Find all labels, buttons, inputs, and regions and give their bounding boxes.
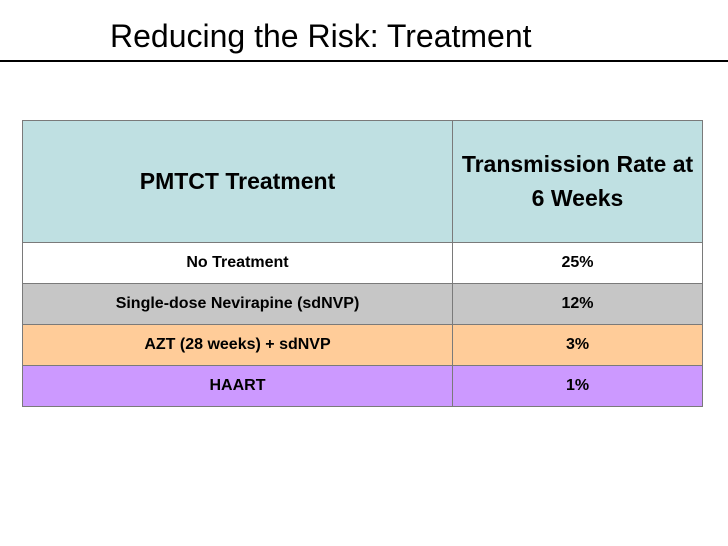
treatment-cell: HAART (22, 365, 453, 407)
treatment-cell: No Treatment (22, 242, 453, 284)
rate-cell: 1% (452, 365, 703, 407)
rate-cell: 12% (452, 283, 703, 325)
header-cell-treatment: PMTCT Treatment (22, 120, 453, 243)
table-header-row: PMTCT Treatment Transmission Rate at 6 W… (22, 120, 703, 243)
table-row: AZT (28 weeks) + sdNVP 3% (22, 324, 703, 366)
table-row: Single-dose Nevirapine (sdNVP) 12% (22, 283, 703, 325)
rate-cell: 25% (452, 242, 703, 284)
slide-title: Reducing the Risk: Treatment (110, 18, 532, 54)
treatment-cell: Single-dose Nevirapine (sdNVP) (22, 283, 453, 325)
header-cell-rate: Transmission Rate at 6 Weeks (452, 120, 703, 243)
treatment-cell: AZT (28 weeks) + sdNVP (22, 324, 453, 366)
rate-cell: 3% (452, 324, 703, 366)
title-divider (0, 60, 728, 62)
treatment-table: PMTCT Treatment Transmission Rate at 6 W… (22, 120, 703, 407)
table-row: No Treatment 25% (22, 242, 703, 284)
table-row: HAART 1% (22, 365, 703, 407)
